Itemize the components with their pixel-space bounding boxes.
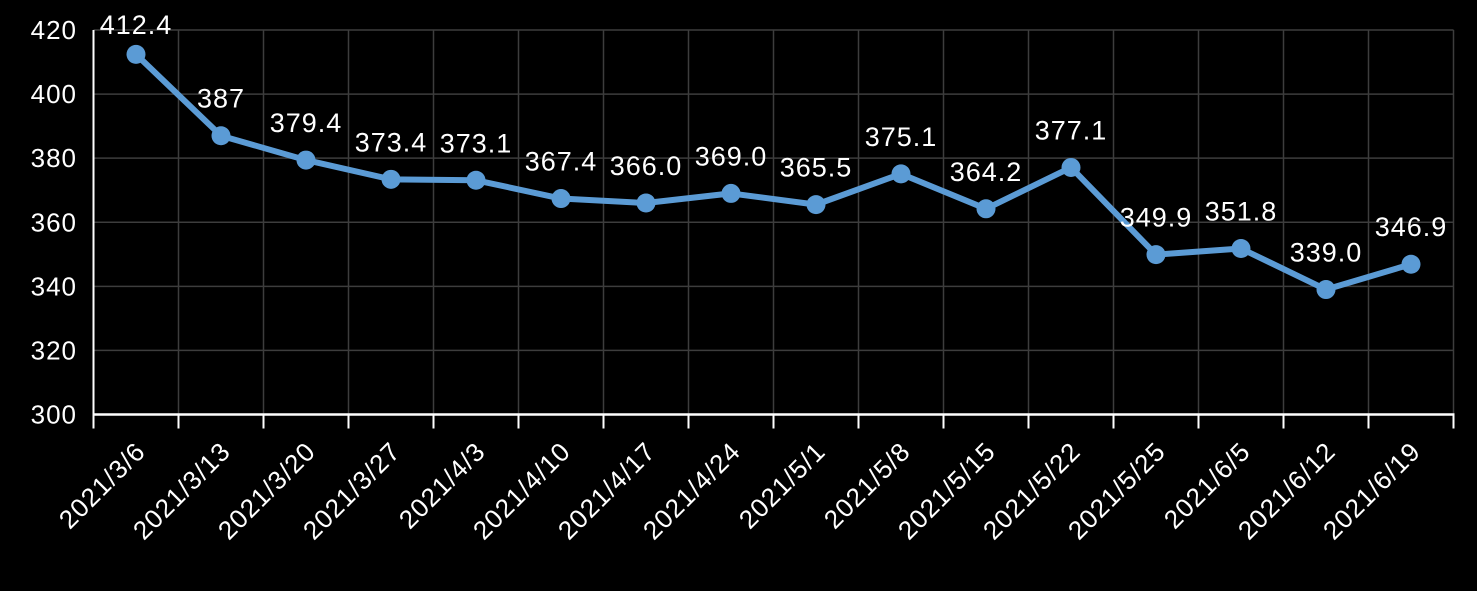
data-point-marker <box>891 164 911 184</box>
data-point-marker <box>211 126 231 146</box>
data-label: 412.4 <box>100 10 173 40</box>
data-point-marker <box>721 183 741 203</box>
data-label: 351.8 <box>1205 197 1278 227</box>
y-tick-label: 300 <box>31 400 77 430</box>
data-label: 369.0 <box>695 141 768 171</box>
data-point-marker <box>1061 157 1081 177</box>
data-point-marker <box>126 44 146 64</box>
y-tick-label: 360 <box>31 207 77 237</box>
data-point-marker <box>1231 239 1251 259</box>
data-label: 377.1 <box>1035 115 1108 145</box>
data-label: 375.1 <box>865 122 938 152</box>
data-label: 339.0 <box>1290 238 1363 268</box>
data-point-marker <box>296 150 316 170</box>
data-label: 387 <box>197 84 245 114</box>
data-point-marker <box>976 199 996 219</box>
y-tick-label: 320 <box>31 335 77 365</box>
data-label: 373.1 <box>440 128 513 158</box>
data-label: 365.5 <box>780 153 853 183</box>
data-label: 366.0 <box>610 151 683 181</box>
data-label: 373.4 <box>355 127 428 157</box>
y-tick-label: 400 <box>31 79 77 109</box>
data-point-marker <box>381 169 401 189</box>
data-label: 364.2 <box>950 157 1023 187</box>
data-point-marker <box>806 195 826 215</box>
data-point-marker <box>636 193 656 213</box>
data-label: 349.9 <box>1120 203 1193 233</box>
data-point-marker <box>1316 280 1336 300</box>
data-point-marker <box>551 189 571 209</box>
y-tick-label: 420 <box>31 15 77 45</box>
series-line <box>133 51 1414 293</box>
y-tick-label: 340 <box>31 271 77 301</box>
y-tick-label: 380 <box>31 143 77 173</box>
data-label: 379.4 <box>270 108 343 138</box>
data-label: 367.4 <box>525 147 598 177</box>
data-point-marker <box>1146 245 1166 265</box>
data-point-marker <box>1401 254 1421 274</box>
data-label: 346.9 <box>1375 212 1448 242</box>
data-point-marker <box>466 170 486 190</box>
